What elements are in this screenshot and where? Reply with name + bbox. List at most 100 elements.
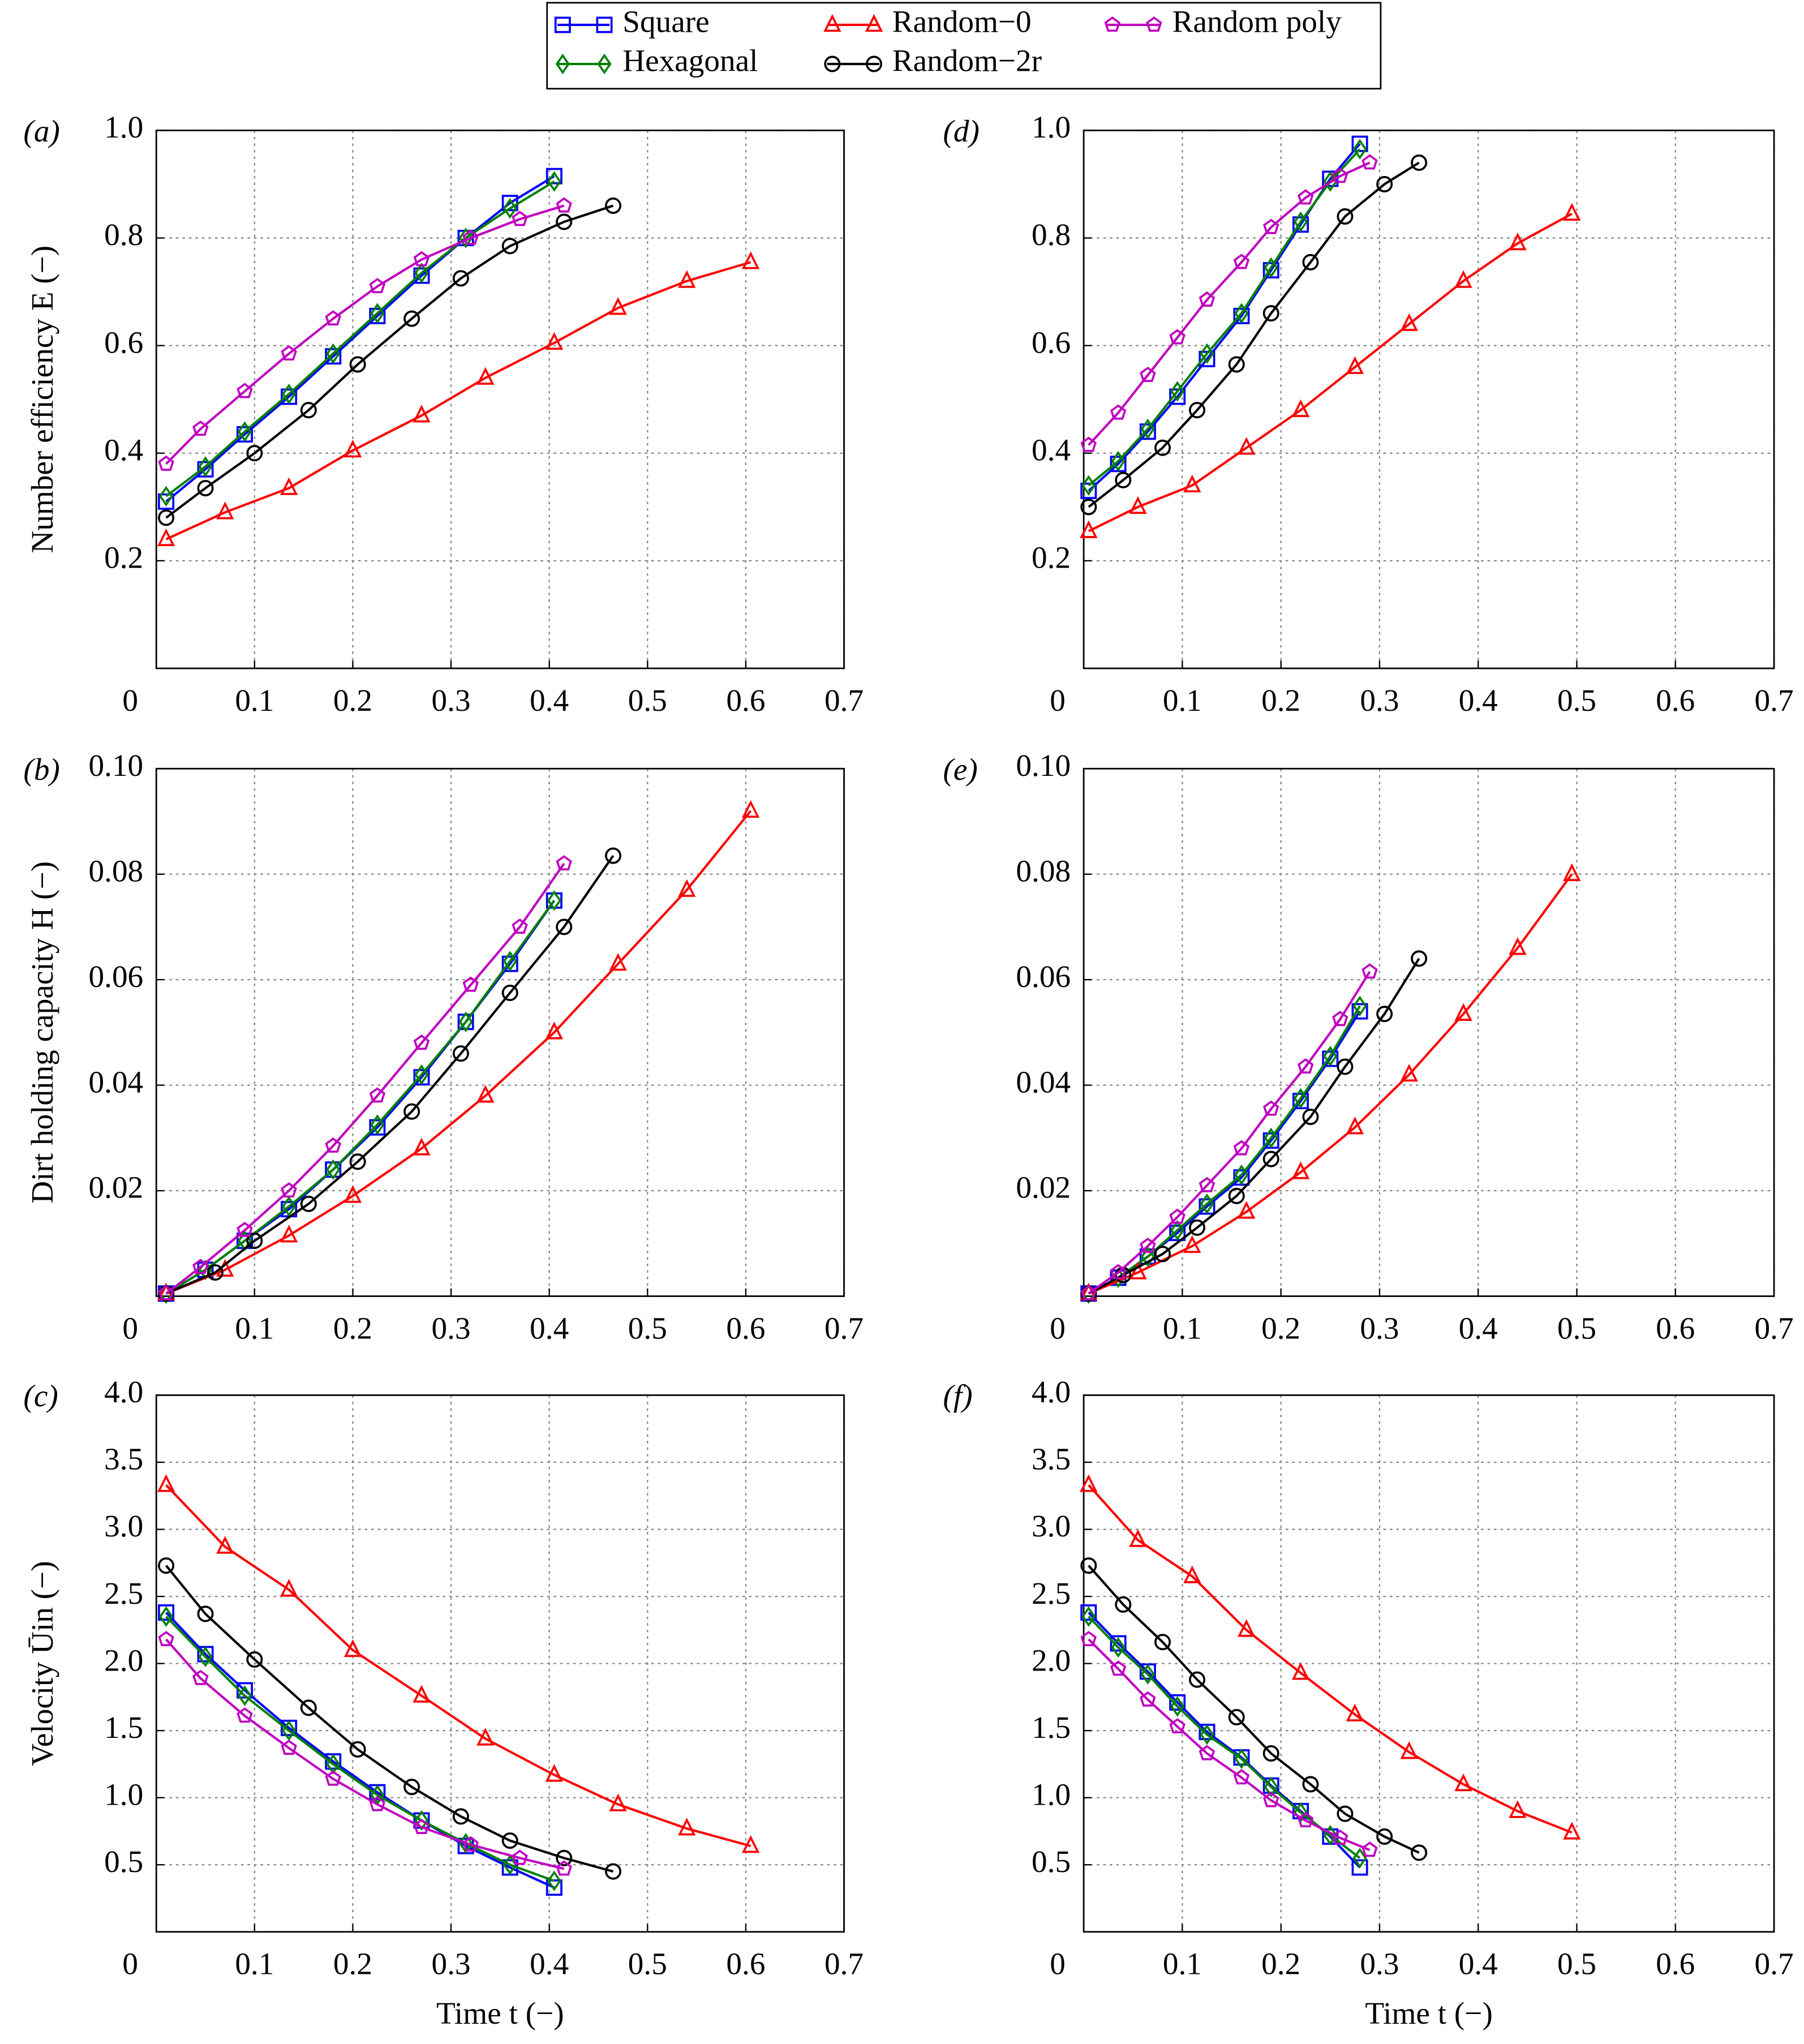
marker	[1081, 1606, 1096, 1627]
marker	[1351, 1003, 1368, 1020]
marker	[605, 197, 622, 214]
x-tick-label: 0.2	[1261, 1311, 1300, 1345]
marker	[1169, 1694, 1186, 1711]
marker	[452, 1808, 469, 1825]
marker	[1346, 1117, 1364, 1135]
panel-label: (d)	[943, 114, 980, 148]
series-line	[1088, 1616, 1361, 1860]
marker	[1361, 154, 1378, 170]
panel-label: (e)	[943, 752, 978, 787]
y-tick-label: 2.5	[1032, 1576, 1071, 1611]
marker	[1199, 1745, 1215, 1760]
marker	[237, 1222, 253, 1238]
marker	[1337, 1805, 1354, 1822]
marker	[1361, 963, 1378, 979]
x-tick-label: 0.5	[1557, 1311, 1596, 1345]
x-tick-label: 0.1	[1163, 1311, 1202, 1345]
marker	[281, 1182, 297, 1198]
marker	[609, 1793, 627, 1811]
x-tick-label: 0.3	[432, 1947, 471, 1981]
marker	[1352, 139, 1367, 160]
legend-marker	[597, 53, 612, 75]
panel-label: (a)	[23, 114, 59, 148]
x-tick-label: 0.1	[235, 683, 274, 718]
x-tick-label: 0.5	[628, 1311, 667, 1345]
marker	[458, 1011, 473, 1032]
marker	[1332, 1011, 1348, 1027]
plot-frame	[1083, 1394, 1775, 1933]
marker	[1323, 1824, 1338, 1846]
marker	[198, 456, 213, 477]
x-tick-label: 0.7	[1755, 1947, 1794, 1981]
marker	[236, 1682, 253, 1699]
marker	[1238, 1619, 1256, 1637]
marker	[678, 1818, 696, 1836]
x-tick-label: 0.3	[432, 1311, 471, 1345]
series-line	[165, 175, 555, 503]
marker	[369, 1087, 386, 1103]
marker	[413, 405, 431, 423]
marker	[1238, 1201, 1256, 1219]
marker	[300, 402, 317, 419]
series-line	[165, 900, 556, 1295]
marker	[1351, 1859, 1368, 1876]
y-tick-label: 3.5	[1032, 1442, 1071, 1476]
x-tick-label: 0.2	[1261, 1947, 1300, 1981]
marker	[547, 1870, 561, 1891]
marker	[237, 1685, 252, 1706]
marker	[1454, 1773, 1472, 1792]
marker	[192, 420, 209, 436]
series-line	[1088, 873, 1573, 1295]
marker	[547, 171, 561, 192]
marker	[1509, 937, 1527, 955]
marker	[1302, 1776, 1319, 1793]
marker	[1411, 1844, 1428, 1861]
series-line	[1088, 1005, 1361, 1295]
marker	[1111, 450, 1126, 472]
series-line	[1088, 212, 1573, 533]
y-tick-label: 0.02	[89, 1170, 144, 1205]
marker	[300, 1699, 317, 1716]
marker	[403, 1779, 420, 1796]
marker	[158, 455, 174, 471]
marker	[1170, 1219, 1185, 1241]
marker	[502, 951, 517, 972]
marker	[1298, 1812, 1314, 1828]
marker	[246, 1233, 263, 1249]
marker	[1183, 1235, 1201, 1253]
marker	[605, 847, 622, 864]
marker	[501, 238, 518, 255]
x-tick-label: 0.4	[530, 1947, 569, 1981]
marker	[413, 1685, 431, 1703]
x-tick-label: 0.6	[726, 683, 765, 718]
y-tick-label: 2.0	[1032, 1643, 1071, 1677]
marker	[300, 1195, 317, 1212]
marker	[370, 303, 385, 324]
y-tick-label: 0.04	[89, 1064, 144, 1099]
x-tick-label: 0.7	[824, 1311, 864, 1345]
x-tick-label: 0.2	[333, 1311, 372, 1345]
x-tick-label: 0.1	[1163, 1947, 1202, 1981]
marker	[1200, 1724, 1214, 1745]
y-tick-label: 3.5	[104, 1442, 143, 1476]
marker	[197, 480, 214, 497]
x-tick-label: 0.6	[1656, 683, 1695, 718]
marker	[281, 1740, 297, 1755]
marker	[741, 1835, 760, 1853]
marker	[1170, 381, 1185, 402]
marker	[1129, 1529, 1147, 1547]
y-tick-label: 0.4	[104, 432, 143, 467]
marker	[1264, 257, 1278, 278]
marker	[1337, 1058, 1354, 1075]
marker	[1110, 1264, 1127, 1279]
marker	[157, 1474, 175, 1492]
x-tick-label: 0.6	[1656, 1947, 1695, 1981]
series-line	[165, 1612, 555, 1889]
marker	[1140, 1238, 1156, 1253]
x-tick-label: 0.3	[1360, 683, 1399, 718]
series-line	[165, 204, 565, 465]
marker	[1238, 437, 1256, 455]
x-tick-label: 0.1	[1163, 683, 1202, 718]
marker	[403, 310, 420, 327]
